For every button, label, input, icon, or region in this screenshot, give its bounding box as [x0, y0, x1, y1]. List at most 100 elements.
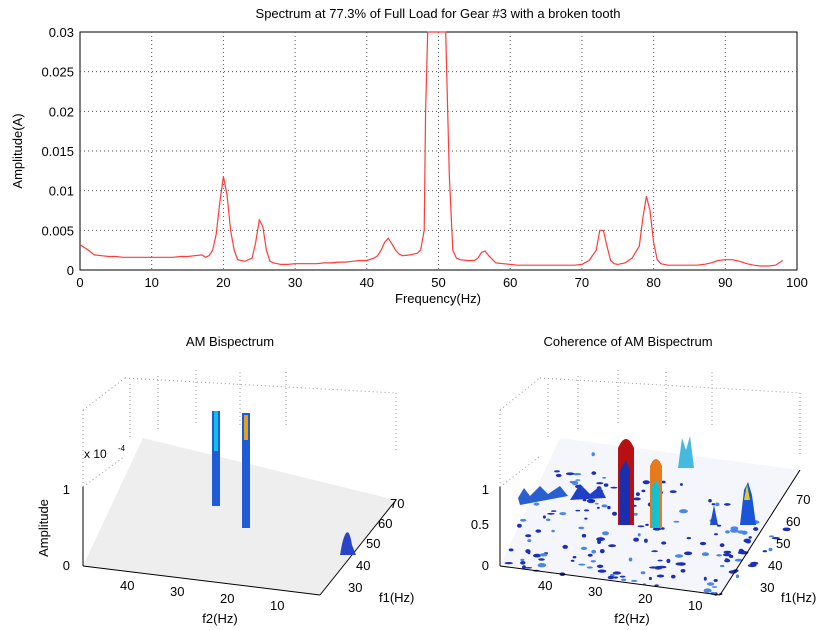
coherence-noise-blob [533, 502, 540, 506]
coherence-z-tick: 0.5 [471, 517, 489, 532]
coherence-noise-blob [654, 584, 659, 587]
coherence-f2-tick: 20 [638, 591, 652, 606]
coherence-noise-blob [630, 579, 638, 582]
coherence-f1-tick: 70 [796, 492, 810, 507]
coherence-noise-blob [644, 538, 648, 543]
coherence-noise-blob [571, 480, 579, 486]
coherence-noise-blob [730, 528, 739, 533]
coherence-noise-blob [734, 558, 743, 562]
coherence-noise-blob [596, 537, 605, 541]
coherence-f1-tick: 60 [786, 514, 800, 529]
coherence-noise-blob [559, 512, 567, 516]
coherence-noise-blob [673, 520, 680, 523]
coherence-noise-blob [724, 503, 731, 506]
spectrum-title: Spectrum at 77.3% of Full Load for Gear … [256, 6, 621, 21]
coherence-noise-blob [747, 563, 757, 568]
coherence-noise-blob [714, 533, 718, 536]
coherence-noise-blob [723, 550, 732, 554]
coherence-noise-blob [525, 534, 532, 538]
coherence-noise-blob [762, 550, 767, 553]
coherence-noise-blob [546, 518, 551, 522]
coherence-z-tick: 1 [482, 482, 489, 497]
bispectrum-z-label: Amplitude [36, 499, 51, 557]
coherence-noise-blob [607, 505, 611, 510]
coherence-f2-tick: 30 [588, 584, 602, 599]
coherence-noise-blob [575, 509, 581, 512]
spectrum-y-tick-label: 0.005 [41, 223, 74, 238]
coherence-noise-blob [601, 504, 608, 508]
bispectrum-f1-tick: 40 [356, 558, 370, 573]
coherence-noise-blob [581, 533, 587, 538]
bispectrum-peak [340, 532, 356, 555]
coherence-noise-blob [651, 550, 658, 553]
coherence-noise-blob [657, 565, 667, 569]
bispectrum-f1-tick: 50 [366, 536, 380, 551]
coherence-noise-blob [586, 566, 593, 569]
coherence-peak-shade [651, 480, 660, 528]
bispectrum-f1-tick: 30 [348, 580, 362, 595]
coherence-noise-blob [603, 483, 609, 487]
coherence-noise-blob [542, 515, 546, 519]
coherence-noise-blob [699, 541, 707, 546]
bispectrum-peak [212, 411, 220, 506]
coherence-noise-blob [520, 558, 525, 562]
spectrum-series-line [79, 31, 784, 267]
coherence-f2-axis [499, 565, 721, 596]
coherence-noise-blob [522, 565, 526, 569]
bispectrum-f2-tick: 40 [120, 578, 134, 593]
spectrum-x-tick-label: 90 [718, 275, 732, 290]
coherence-noise-blob [782, 527, 791, 532]
bispectrum-f2-tick: 10 [270, 598, 284, 613]
coherence-noise-blob [520, 561, 526, 565]
spectrum-x-tick-label: 80 [646, 275, 660, 290]
coherence-noise-blob [535, 529, 542, 533]
coherence-noise-blob [527, 550, 531, 555]
bispectrum-peak-highlight [244, 415, 248, 440]
coherence-title: Coherence of AM Bispectrum [543, 334, 712, 349]
coherence-noise-blob [570, 559, 575, 562]
coherence-noise-blob [582, 498, 587, 502]
coherence-f1-tick: 40 [768, 558, 782, 573]
coherence-noise-surface [504, 452, 791, 596]
bispectrum-z-tick: 1 [63, 482, 70, 497]
bispectrum-f2-tick: 30 [170, 584, 184, 599]
coherence-chart: Coherence of AM Bispectrum 1 [471, 334, 816, 626]
spectrum-y-tick-label: 0.02 [49, 104, 74, 119]
coherence-noise-blob [661, 541, 667, 545]
coherence-ridge [570, 484, 606, 500]
coherence-noise-blob [679, 483, 683, 486]
spectrum-x-tick-label: 10 [144, 275, 158, 290]
coherence-noise-blob [578, 526, 585, 530]
coherence-noise-blob [633, 512, 638, 516]
spectrum-plot-area [79, 31, 798, 271]
coherence-noise-blob [587, 553, 593, 557]
coherence-noise-blob [591, 471, 597, 475]
coherence-noise-blob [671, 574, 676, 579]
coherence-noise-blob [628, 557, 633, 562]
coherence-noise-blob [584, 517, 588, 520]
coherence-noise-blob [602, 476, 607, 479]
coherence-noise-blob [716, 524, 722, 527]
spectrum-x-ticks: 0 10 20 30 40 50 60 70 80 90 100 [76, 275, 807, 290]
spectrum-x-tick-label: 30 [288, 275, 302, 290]
coherence-noise-blob [599, 549, 605, 554]
coherence-noise-blob [633, 537, 639, 542]
coherence-noise-blob [748, 536, 752, 539]
bispectrum-z-tick: 0 [63, 558, 70, 573]
coherence-noise-blob [666, 558, 671, 564]
coherence-noise-blob [737, 551, 746, 555]
am-bispectrum-chart: AM Bispectrum x 10 -4 1 0 Ampl [36, 334, 414, 626]
spectrum-y-label: Amplitude(A) [10, 113, 25, 188]
coherence-noise-blob [703, 576, 707, 581]
bispectrum-f1-tick: 70 [390, 496, 404, 511]
bispectrum-f2-label: f2(Hz) [202, 611, 237, 626]
spectrum-y-tick-label: 0.03 [49, 25, 74, 40]
coherence-noise-blob [597, 569, 607, 573]
coherence-noise-blob [596, 506, 600, 509]
coherence-noise-blob [768, 535, 775, 538]
coherence-noise-blob [716, 554, 722, 557]
spectrum-y-tick-label: 0 [67, 263, 74, 278]
coherence-noise-blob [735, 574, 740, 579]
coherence-noise-blob [538, 558, 545, 561]
